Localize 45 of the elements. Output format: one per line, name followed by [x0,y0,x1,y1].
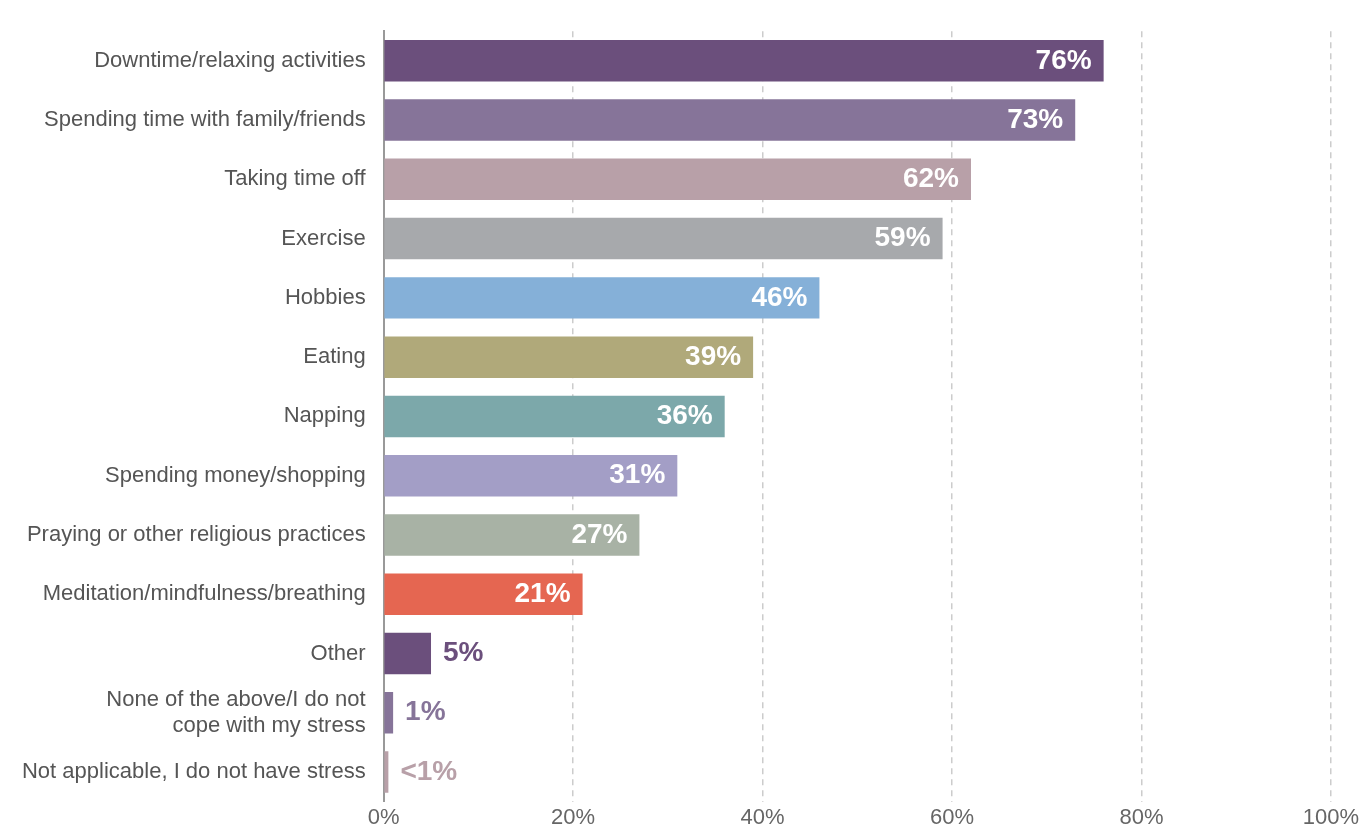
bar [384,99,1076,141]
x-tick-label: 100% [1302,803,1360,829]
bar [384,336,754,378]
data-label: 46% [751,280,808,312]
y-tick-label: Hobbies [284,283,366,309]
bar [384,573,583,615]
x-tick-label: 0% [367,803,400,829]
data-label: 39% [685,339,742,371]
data-label: 21% [514,576,571,608]
y-tick-label: Praying or other religious practices [26,520,366,546]
data-label: <1% [400,754,458,786]
y-tick-label: Exercise [281,224,366,250]
bar [384,217,943,260]
bar [384,277,820,319]
bar [384,751,389,793]
x-tick-label: 20% [551,803,596,829]
bar [384,632,432,675]
data-label: 31% [609,458,666,490]
x-tick-label: 80% [1119,803,1164,829]
y-tick-label: Taking time off [224,165,367,191]
data-label: 59% [874,221,931,253]
y-tick-label: Other [310,639,366,665]
bar [384,40,1104,82]
y-tick-label: Meditation/mindfulness/breathing [42,580,366,606]
x-tick-label: 40% [740,803,785,829]
y-tick-label: Spending money/shopping [105,461,366,487]
bar [384,454,678,497]
y-tick-label: Not applicable, I do not have stress [21,758,366,784]
data-label: 5% [443,636,484,668]
data-label: 62% [902,162,960,194]
data-label: 36% [656,399,713,431]
bar [384,395,725,438]
y-tick-label: Napping [283,402,366,428]
bar [384,691,394,734]
data-label: 76% [1035,43,1092,75]
y-tick-label: None of the above/I do not cope with my stress [106,685,366,737]
x-tick-label: 60% [930,803,975,829]
y-tick-label: Eating [303,343,366,369]
data-label: 73% [1007,102,1064,134]
data-label: 1% [405,695,446,727]
bar [384,514,640,556]
y-tick-label: Spending time with family/friends [44,106,366,132]
y-tick-label: Downtime/relaxing activities [94,46,366,72]
data-label: 27% [571,517,628,549]
bar [384,158,971,201]
